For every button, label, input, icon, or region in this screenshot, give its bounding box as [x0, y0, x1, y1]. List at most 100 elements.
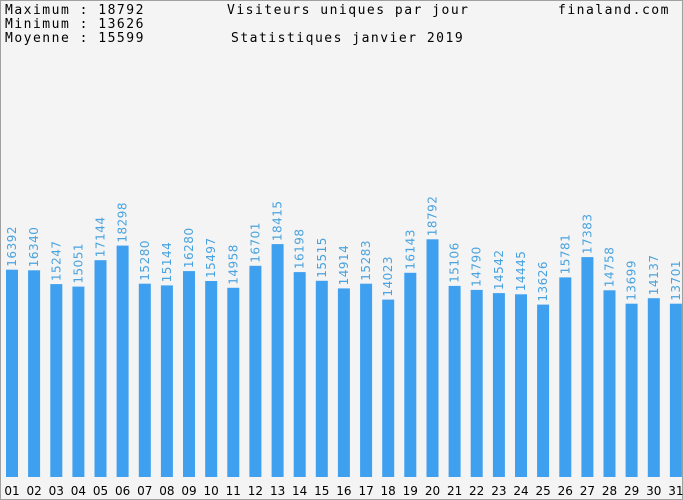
x-tick-label: 25: [535, 484, 550, 498]
bar-value-label: 16143: [403, 229, 417, 270]
bar-day-29: [625, 303, 638, 477]
x-tick-label: 23: [491, 484, 506, 498]
bar-day-25: [537, 304, 550, 477]
x-tick-label: 01: [4, 484, 19, 498]
bar-day-31: [669, 303, 682, 477]
x-tick-label: 02: [26, 484, 41, 498]
x-tick-label: 05: [93, 484, 108, 498]
bar-value-label: 18792: [426, 196, 440, 237]
bar-value-label: 17144: [94, 217, 108, 258]
bar-day-23: [492, 293, 505, 477]
stat-sep: :: [79, 31, 89, 46]
bar-value-label: 16392: [5, 226, 19, 267]
bar-value-label: 18298: [116, 202, 130, 243]
bar-value-label: 13626: [536, 261, 550, 302]
x-tick-label: 07: [137, 484, 152, 498]
x-tick-label: 30: [646, 484, 661, 498]
chart-title: Visiteurs uniques par jour: [227, 3, 470, 18]
bar-value-label: 15280: [138, 240, 152, 281]
x-tick-label: 31: [668, 484, 683, 498]
bar-value-label: 15106: [448, 242, 462, 283]
bar-day-09: [183, 271, 195, 477]
stat-minimum: Minimum : 13626: [5, 18, 145, 32]
x-tick-label: 13: [270, 484, 285, 498]
bar-value-label: 15283: [359, 240, 373, 281]
bar-day-12: [249, 265, 262, 477]
stat-sep: :: [79, 17, 89, 32]
bar-value-label: 14542: [492, 249, 506, 290]
stat-average-value: 15599: [98, 31, 145, 46]
bar-day-08: [160, 285, 173, 477]
bar-value-label: 13701: [669, 260, 683, 301]
bar-day-06: [116, 245, 129, 477]
x-tick-label: 04: [71, 484, 86, 498]
x-tick-label: 12: [248, 484, 263, 498]
bar-day-19: [404, 272, 417, 477]
bar-day-05: [94, 260, 107, 477]
bar-value-label: 15144: [160, 242, 174, 283]
bar-value-label: 15515: [315, 237, 329, 278]
bar-value-label: 14758: [603, 247, 617, 288]
bar-value-label: 15247: [49, 240, 63, 281]
bar-value-label: 15051: [71, 243, 85, 284]
bar-day-01: [6, 269, 18, 477]
stat-sep: :: [79, 3, 89, 18]
x-tick-label: 17: [358, 484, 373, 498]
bar-day-16: [337, 288, 350, 477]
bar-value-label: 16280: [182, 227, 196, 268]
bar-day-18: [382, 299, 395, 477]
x-tick-label: 27: [580, 484, 595, 498]
bar-day-11: [227, 287, 240, 477]
bar-day-10: [205, 281, 218, 477]
bar-day-28: [603, 290, 616, 477]
bar-value-label: 15781: [558, 234, 572, 275]
bar-value-label: 16198: [293, 228, 307, 269]
bar-day-30: [647, 298, 660, 477]
x-tick-label: 16: [336, 484, 351, 498]
bar-value-label: 16701: [248, 222, 262, 263]
bar-day-27: [581, 257, 594, 477]
bar-value-label: 14914: [337, 245, 351, 286]
bar-day-17: [360, 283, 373, 477]
bar-value-label: 15497: [204, 237, 218, 278]
bar-day-24: [515, 294, 527, 477]
x-tick-label: 28: [602, 484, 617, 498]
bar-value-label: 14790: [470, 246, 484, 287]
bar-day-21: [448, 285, 461, 477]
x-tick-label: 29: [624, 484, 639, 498]
x-tick-label: 20: [425, 484, 440, 498]
chart-subtitle: Statistiques janvier 2019: [231, 31, 465, 46]
bar-day-07: [138, 283, 151, 477]
x-tick-label: 24: [513, 484, 528, 498]
x-tick-label: 11: [226, 484, 241, 498]
bar-value-label: 14023: [381, 256, 395, 297]
x-tick-label: 03: [49, 484, 64, 498]
bar-day-04: [72, 286, 85, 477]
x-tick-label: 09: [181, 484, 196, 498]
x-tick-label: 18: [381, 484, 396, 498]
stat-minimum-label: Minimum: [5, 17, 71, 32]
x-tick-label: 22: [469, 484, 484, 498]
x-tick-label: 08: [159, 484, 174, 498]
stat-average: Moyenne : 15599: [5, 32, 145, 46]
x-tick-label: 21: [447, 484, 462, 498]
site-name: finaland.com: [558, 3, 670, 18]
x-tick-label: 26: [558, 484, 573, 498]
stat-maximum: Maximum : 18792: [5, 4, 145, 18]
stat-minimum-value: 13626: [98, 17, 145, 32]
stat-maximum-value: 18792: [98, 3, 145, 18]
bar-value-label: 13699: [625, 260, 639, 301]
bar-value-label: 14958: [226, 244, 240, 285]
bar-day-03: [50, 284, 63, 477]
stat-average-label: Moyenne: [5, 31, 71, 46]
bar-day-02: [28, 270, 41, 477]
x-tick-label: 15: [314, 484, 329, 498]
bar-day-22: [470, 289, 483, 477]
bar-value-label: 17383: [580, 213, 594, 254]
bar-value-label: 14137: [647, 255, 661, 296]
x-tick-label: 19: [403, 484, 418, 498]
x-tick-label: 14: [292, 484, 307, 498]
stat-maximum-label: Maximum: [5, 3, 71, 18]
bar-day-26: [559, 277, 572, 477]
